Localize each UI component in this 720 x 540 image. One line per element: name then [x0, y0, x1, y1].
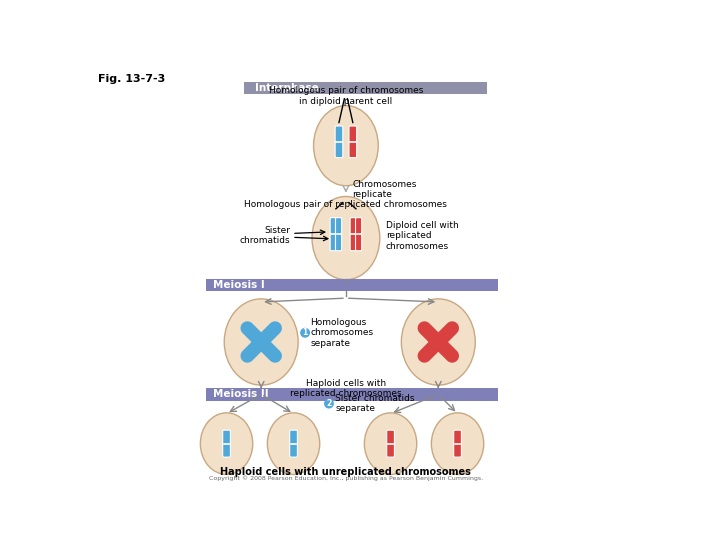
- Text: Homologous pair of replicated chromosomes: Homologous pair of replicated chromosome…: [245, 200, 447, 208]
- Circle shape: [325, 400, 333, 408]
- Ellipse shape: [364, 413, 417, 475]
- Ellipse shape: [431, 413, 484, 475]
- FancyBboxPatch shape: [289, 430, 297, 457]
- FancyBboxPatch shape: [335, 126, 343, 158]
- Ellipse shape: [312, 197, 379, 280]
- Ellipse shape: [267, 413, 320, 475]
- FancyBboxPatch shape: [336, 218, 342, 251]
- Text: Sister
chromatids: Sister chromatids: [240, 226, 290, 246]
- Ellipse shape: [313, 106, 378, 186]
- Bar: [206, 279, 498, 291]
- Bar: [244, 82, 487, 94]
- Text: Fig. 13-7-3: Fig. 13-7-3: [98, 74, 165, 84]
- FancyBboxPatch shape: [349, 126, 356, 158]
- FancyBboxPatch shape: [387, 430, 395, 457]
- Text: Meiosis I: Meiosis I: [213, 280, 265, 290]
- Circle shape: [301, 328, 310, 337]
- Ellipse shape: [200, 413, 253, 475]
- Ellipse shape: [224, 299, 298, 385]
- Text: Homologous
chromosomes
separate: Homologous chromosomes separate: [310, 318, 374, 348]
- FancyBboxPatch shape: [350, 218, 356, 251]
- Text: Chromosomes
replicate: Chromosomes replicate: [352, 180, 416, 199]
- Text: Haploid cells with unreplicated chromosomes: Haploid cells with unreplicated chromoso…: [220, 467, 472, 477]
- Text: Haploid cells with
replicated chromosomes: Haploid cells with replicated chromosome…: [290, 379, 402, 399]
- Ellipse shape: [401, 299, 475, 385]
- FancyBboxPatch shape: [356, 218, 361, 251]
- FancyBboxPatch shape: [222, 430, 230, 457]
- Text: Interphase: Interphase: [255, 83, 319, 93]
- Text: Homologous pair of chromosomes
in diploid parent cell: Homologous pair of chromosomes in diploi…: [269, 86, 423, 106]
- Text: 1: 1: [302, 328, 307, 338]
- Text: 2: 2: [326, 399, 332, 408]
- FancyBboxPatch shape: [454, 430, 462, 457]
- FancyBboxPatch shape: [330, 218, 336, 251]
- Text: Diploid cell with
replicated
chromosomes: Diploid cell with replicated chromosomes: [386, 221, 459, 251]
- Text: Meiosis II: Meiosis II: [213, 389, 269, 400]
- Text: Copyright © 2008 Pearson Education, Inc., publishing as Pearson Benjamin Cumming: Copyright © 2008 Pearson Education, Inc.…: [209, 475, 483, 481]
- Bar: [206, 388, 498, 401]
- Text: Sister chromatids
separate: Sister chromatids separate: [335, 394, 415, 413]
